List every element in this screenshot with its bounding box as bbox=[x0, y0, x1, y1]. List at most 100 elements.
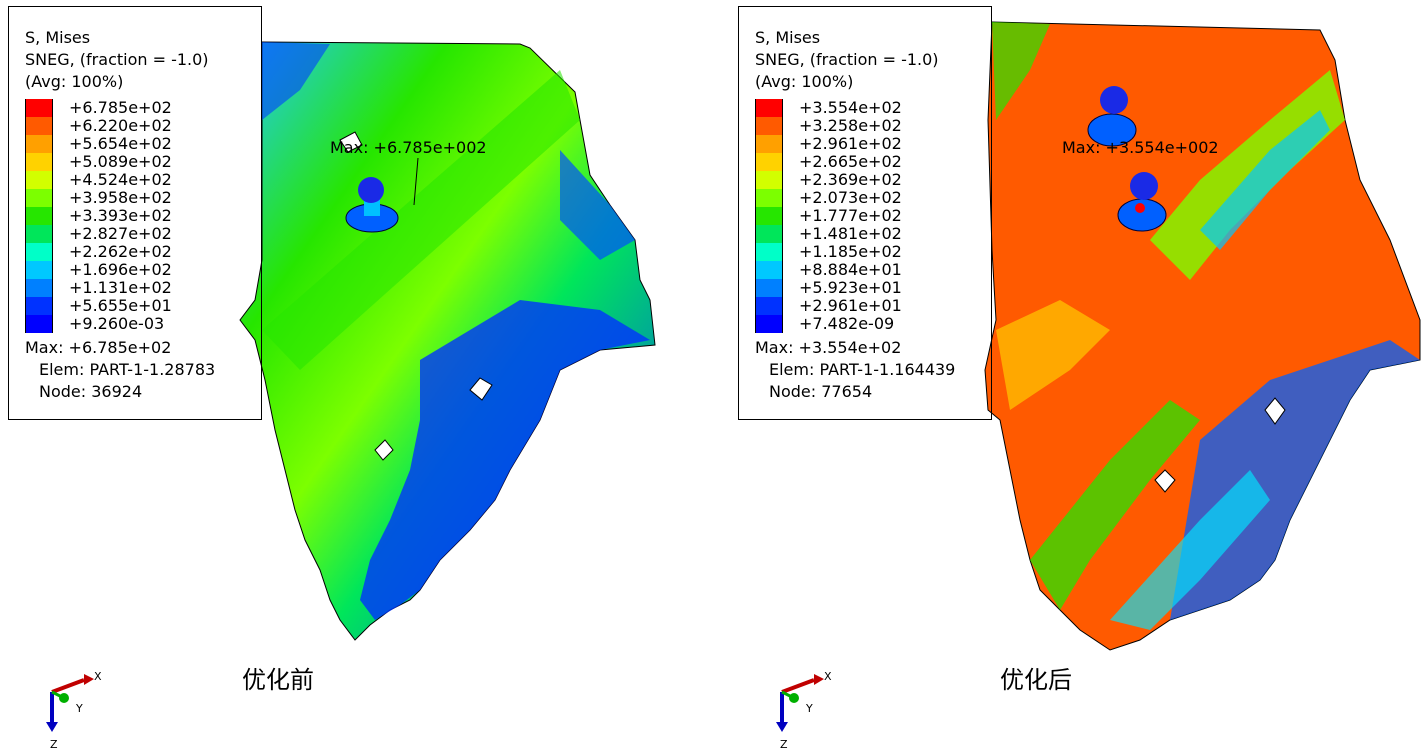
legend-row: +6.785e+02 bbox=[25, 99, 172, 117]
legend-avg: (Avg: 100%) bbox=[755, 72, 854, 91]
legend-swatch bbox=[755, 279, 783, 297]
bolt-head-before bbox=[358, 177, 384, 203]
legend-row: +4.524e+02 bbox=[25, 171, 172, 189]
legend-swatch bbox=[25, 171, 53, 189]
legend-swatch bbox=[25, 189, 53, 207]
legend-tick-label: +5.089e+02 bbox=[69, 152, 172, 171]
axis-x-label: X bbox=[824, 670, 832, 683]
axis-triad: X Y Z bbox=[40, 668, 120, 752]
legend-tick-label: +4.524e+02 bbox=[69, 170, 172, 189]
legend-elem: Elem: PART-1-1.28783 bbox=[39, 360, 216, 379]
green-band-left-after bbox=[992, 22, 1050, 120]
hole-1-after bbox=[1264, 397, 1286, 425]
legend-row: +7.482e-09 bbox=[755, 315, 894, 333]
hole-3-before bbox=[374, 439, 394, 461]
legend-swatch bbox=[755, 261, 783, 279]
green-band-lower-after bbox=[1030, 400, 1200, 610]
yellow-band-mid-after bbox=[996, 300, 1110, 410]
legend-tick-label: +1.185e+02 bbox=[799, 242, 902, 261]
axis-y-label: Y bbox=[806, 702, 813, 715]
legend-tick-label: +1.696e+02 bbox=[69, 260, 172, 279]
legend-title: S, Mises bbox=[25, 28, 91, 47]
legend-row: +3.258e+02 bbox=[755, 117, 902, 135]
legend-row: +3.393e+02 bbox=[25, 207, 172, 225]
legend-swatch bbox=[755, 315, 783, 333]
legend-row: +3.554e+02 bbox=[755, 99, 902, 117]
legend-swatch bbox=[25, 117, 53, 135]
legend-swatch bbox=[755, 171, 783, 189]
legend-tick-label: +2.369e+02 bbox=[799, 170, 902, 189]
legend-box-after: S, Mises SNEG, (fraction = -1.0) (Avg: 1… bbox=[738, 6, 992, 420]
bolt-washer-1-after bbox=[1087, 113, 1137, 147]
axis-z-label: Z bbox=[780, 738, 788, 751]
legend-swatch bbox=[25, 279, 53, 297]
legend-row: +2.665e+02 bbox=[755, 153, 902, 171]
legend-tick-label: +1.131e+02 bbox=[69, 278, 172, 297]
legend-title: S, Mises bbox=[755, 28, 821, 47]
legend-row: +9.260e-03 bbox=[25, 315, 164, 333]
legend-tick-label: +2.827e+02 bbox=[69, 224, 172, 243]
legend-swatch bbox=[755, 99, 783, 117]
legend-row: +2.961e+01 bbox=[755, 297, 902, 315]
legend-swatch bbox=[25, 225, 53, 243]
legend-tick-label: +1.777e+02 bbox=[799, 206, 902, 225]
legend-swatch bbox=[755, 243, 783, 261]
legend-node: Node: 77654 bbox=[769, 382, 873, 401]
bolt-head-2-after bbox=[1130, 172, 1158, 200]
axis-x-label: X bbox=[94, 670, 102, 683]
legend-max: Max: +3.554e+02 bbox=[755, 338, 902, 357]
legend-swatch bbox=[25, 243, 53, 261]
legend-tick-label: +6.220e+02 bbox=[69, 116, 172, 135]
cyan-band-upper-after bbox=[1200, 110, 1330, 250]
green-band-upper-after bbox=[1150, 70, 1345, 280]
legend-row: +5.923e+01 bbox=[755, 279, 902, 297]
legend-swatch bbox=[755, 153, 783, 171]
legend-swatch bbox=[755, 117, 783, 135]
legend-tick-label: +2.961e+02 bbox=[799, 134, 902, 153]
legend-row: +8.884e+01 bbox=[755, 261, 902, 279]
legend-row: +5.089e+02 bbox=[25, 153, 172, 171]
legend-subtitle: SNEG, (fraction = -1.0) bbox=[755, 50, 939, 69]
legend-tick-label: +9.260e-03 bbox=[69, 314, 165, 333]
legend-swatch bbox=[25, 153, 53, 171]
legend-avg: (Avg: 100%) bbox=[25, 72, 124, 91]
bolt-head-1-after bbox=[1100, 86, 1128, 114]
axis-z-label: Z bbox=[50, 738, 58, 751]
legend-row: +2.369e+02 bbox=[755, 171, 902, 189]
panel-before: S, Mises SNEG, (fraction = -1.0) (Avg: 1… bbox=[0, 0, 712, 752]
legend-swatch bbox=[755, 297, 783, 315]
legend-swatch bbox=[25, 297, 53, 315]
legend-node: Node: 36924 bbox=[39, 382, 143, 401]
hotspot-after bbox=[1135, 203, 1145, 213]
legend-tick-label: +1.481e+02 bbox=[799, 224, 902, 243]
legend-row: +3.958e+02 bbox=[25, 189, 172, 207]
legend-row: +1.777e+02 bbox=[755, 207, 902, 225]
low-stress-region-after bbox=[1170, 340, 1420, 620]
legend-tick-label: +5.655e+01 bbox=[69, 296, 172, 315]
legend-elem: Elem: PART-1-1.164439 bbox=[769, 360, 956, 379]
legend-tick-label: +7.482e-09 bbox=[799, 314, 895, 333]
legend-row: +5.654e+02 bbox=[25, 135, 172, 153]
right-blue-region-before bbox=[560, 150, 635, 260]
hole-1-before bbox=[339, 131, 363, 153]
legend-row: +5.655e+01 bbox=[25, 297, 172, 315]
legend-tick-label: +3.393e+02 bbox=[69, 206, 172, 225]
legend-tick-label: +2.961e+01 bbox=[799, 296, 902, 315]
legend-box-before: S, Mises SNEG, (fraction = -1.0) (Avg: 1… bbox=[8, 6, 262, 420]
cyan-band-lower-after bbox=[1110, 470, 1270, 630]
legend-row: +2.827e+02 bbox=[25, 225, 172, 243]
legend-swatch bbox=[755, 135, 783, 153]
panel-after: S, Mises SNEG, (fraction = -1.0) (Avg: 1… bbox=[730, 0, 1425, 752]
legend-subtitle: SNEG, (fraction = -1.0) bbox=[25, 50, 209, 69]
hole-2-after bbox=[1154, 469, 1176, 493]
caption-before: 优化前 bbox=[242, 666, 314, 694]
legend-swatch bbox=[25, 315, 53, 333]
max-annotation: Max: +3.554e+002 bbox=[1062, 138, 1219, 157]
mid-stress-band-before bbox=[262, 70, 580, 370]
legend-tick-label: +3.258e+02 bbox=[799, 116, 902, 135]
legend-tick-label: +2.073e+02 bbox=[799, 188, 902, 207]
legend-tick-label: +3.958e+02 bbox=[69, 188, 172, 207]
axis-y-label: Y bbox=[76, 702, 83, 715]
legend-swatch bbox=[755, 189, 783, 207]
hole-2-before bbox=[469, 377, 493, 401]
